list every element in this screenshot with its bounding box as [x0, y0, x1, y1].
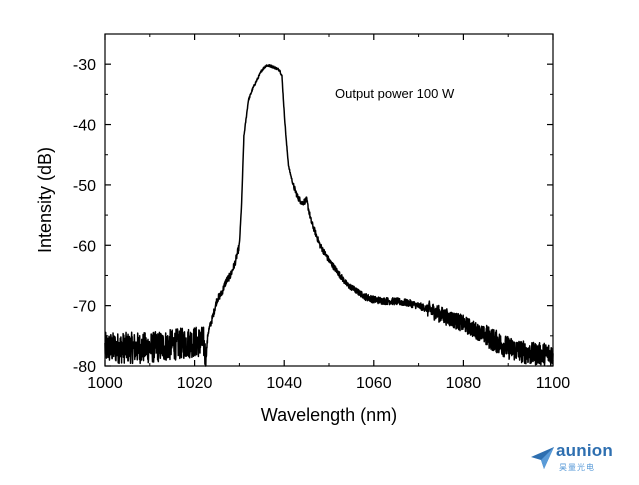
- y-axis-ticks: -80 -70 -60 -50 -40 -30: [73, 57, 553, 376]
- logo-subtitle: 昊量光电: [559, 463, 595, 472]
- x-tick-label: 1060: [356, 375, 392, 392]
- y-axis-title: Intensity (dB): [35, 147, 55, 253]
- y-tick-label: -40: [73, 118, 96, 135]
- plot-frame: [104, 33, 554, 367]
- y-tick-label: -60: [73, 238, 96, 255]
- x-tick-label: 1100: [536, 375, 571, 392]
- x-tick-label: 1080: [446, 375, 482, 392]
- annotation-output-power: Output power 100 W: [335, 86, 455, 101]
- plot-lines: [104, 64, 554, 367]
- x-axis-ticks: 1000 1020 1040 1060 1080 1100: [87, 34, 570, 392]
- x-tick-label: 1000: [87, 375, 123, 392]
- y-tick-label: -80: [73, 359, 96, 376]
- y-tick-label: -70: [73, 299, 96, 316]
- y-tick-label: -50: [73, 178, 96, 195]
- x-tick-label: 1040: [266, 375, 302, 392]
- logo-name: aunion: [556, 441, 613, 460]
- paper-plane-icon: [531, 447, 554, 469]
- spectrum-line: [104, 64, 554, 367]
- y-tick-label: -30: [73, 57, 96, 74]
- x-tick-label: 1020: [177, 375, 213, 392]
- x-axis-title: Wavelength (nm): [261, 405, 397, 425]
- aunion-logo: aunion 昊量光电: [530, 441, 630, 478]
